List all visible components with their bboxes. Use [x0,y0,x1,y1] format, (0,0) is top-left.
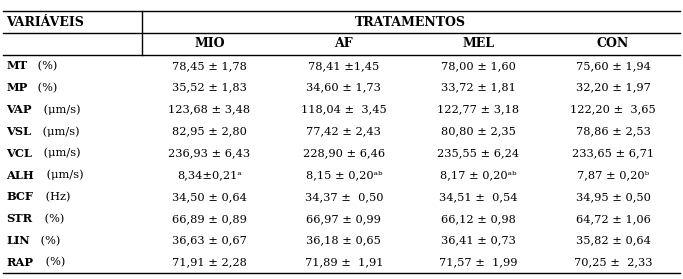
Text: AF: AF [335,37,353,50]
Text: 36,63 ± 0,67: 36,63 ± 0,67 [172,236,247,246]
Text: TRATAMENTOS: TRATAMENTOS [355,16,466,28]
Text: 34,37 ±  0,50: 34,37 ± 0,50 [305,192,383,202]
Text: 66,12 ± 0,98: 66,12 ± 0,98 [441,214,516,224]
Text: (%): (%) [38,235,61,246]
Text: 122,77 ± 3,18: 122,77 ± 3,18 [437,105,520,114]
Text: VAP: VAP [6,104,31,115]
Text: 71,89 ±  1,91: 71,89 ± 1,91 [305,258,383,268]
Text: 123,68 ± 3,48: 123,68 ± 3,48 [168,105,251,114]
Text: 34,50 ± 0,64: 34,50 ± 0,64 [172,192,247,202]
Text: 33,72 ± 1,81: 33,72 ± 1,81 [441,83,516,93]
Text: 80,80 ± 2,35: 80,80 ± 2,35 [441,126,516,136]
Text: 35,52 ± 1,83: 35,52 ± 1,83 [172,83,247,93]
Text: 8,34±0,21ᵃ: 8,34±0,21ᵃ [177,170,242,180]
Text: CON: CON [597,37,629,50]
Text: 78,86 ± 2,53: 78,86 ± 2,53 [576,126,650,136]
Text: ALH: ALH [6,170,34,181]
Text: 228,90 ± 6,46: 228,90 ± 6,46 [303,148,385,158]
Text: (μm/s): (μm/s) [40,104,81,115]
Text: MT: MT [6,60,27,71]
Text: 8,17 ± 0,20ᵃᵇ: 8,17 ± 0,20ᵃᵇ [440,170,517,180]
Text: BCF: BCF [6,191,33,203]
Text: 71,91 ± 2,28: 71,91 ± 2,28 [172,258,247,268]
Text: MEL: MEL [462,37,494,50]
Text: 235,55 ± 6,24: 235,55 ± 6,24 [437,148,520,158]
Text: VSL: VSL [6,126,31,137]
Text: 8,15 ± 0,20ᵃᵇ: 8,15 ± 0,20ᵃᵇ [305,170,382,180]
Text: 36,41 ± 0,73: 36,41 ± 0,73 [441,236,516,246]
Text: (%): (%) [34,61,57,71]
Text: (%): (%) [34,83,57,93]
Text: (Hz): (Hz) [42,192,70,202]
Text: 7,87 ± 0,20ᵇ: 7,87 ± 0,20ᵇ [577,170,649,180]
Text: 78,00 ± 1,60: 78,00 ± 1,60 [441,61,516,71]
Text: 34,51 ±  0,54: 34,51 ± 0,54 [439,192,518,202]
Text: 70,25 ±  2,33: 70,25 ± 2,33 [574,258,652,268]
Text: (%): (%) [40,214,64,224]
Text: 233,65 ± 6,71: 233,65 ± 6,71 [572,148,654,158]
Text: 34,95 ± 0,50: 34,95 ± 0,50 [576,192,650,202]
Text: 36,18 ± 0,65: 36,18 ± 0,65 [307,236,381,246]
Text: (μm/s): (μm/s) [40,148,81,158]
Text: 118,04 ±  3,45: 118,04 ± 3,45 [301,105,387,114]
Text: 77,42 ± 2,43: 77,42 ± 2,43 [307,126,381,136]
Text: 78,41 ±1,45: 78,41 ±1,45 [308,61,380,71]
Text: 64,72 ± 1,06: 64,72 ± 1,06 [576,214,650,224]
Text: 35,82 ± 0,64: 35,82 ± 0,64 [576,236,650,246]
Text: 78,45 ± 1,78: 78,45 ± 1,78 [172,61,247,71]
Text: (%): (%) [42,257,65,268]
Text: RAP: RAP [6,257,33,268]
Text: LIN: LIN [6,235,30,246]
Text: 66,97 ± 0,99: 66,97 ± 0,99 [307,214,381,224]
Text: 82,95 ± 2,80: 82,95 ± 2,80 [172,126,247,136]
Text: 66,89 ± 0,89: 66,89 ± 0,89 [172,214,247,224]
Text: 34,60 ± 1,73: 34,60 ± 1,73 [307,83,381,93]
Text: (μm/s): (μm/s) [42,170,83,180]
Text: VCL: VCL [6,148,32,159]
Text: MP: MP [6,82,27,93]
Text: MIO: MIO [194,37,225,50]
Text: 32,20 ± 1,97: 32,20 ± 1,97 [576,83,650,93]
Text: 236,93 ± 6,43: 236,93 ± 6,43 [168,148,251,158]
Text: VARIÁVEIS: VARIÁVEIS [6,16,84,28]
Text: STR: STR [6,213,32,224]
Text: 71,57 ±  1,99: 71,57 ± 1,99 [439,258,518,268]
Text: 75,60 ± 1,94: 75,60 ± 1,94 [576,61,650,71]
Text: (μm/s): (μm/s) [39,126,80,137]
Text: 122,20 ±  3,65: 122,20 ± 3,65 [570,105,656,114]
